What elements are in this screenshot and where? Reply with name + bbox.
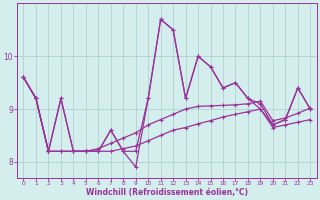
X-axis label: Windchill (Refroidissement éolien,°C): Windchill (Refroidissement éolien,°C) (86, 188, 248, 197)
